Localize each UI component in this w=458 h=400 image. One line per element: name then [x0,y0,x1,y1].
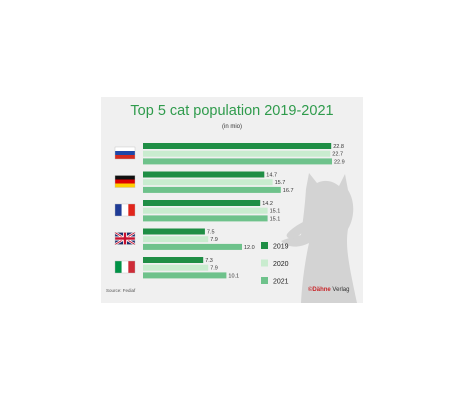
brand-name: Dähne [312,287,331,293]
cat-paw-icon [286,221,309,239]
bar-france-2019 [143,200,261,206]
chart-title: Top 5 cat population 2019-2021 [130,103,334,119]
data-label: 15.1 [270,216,281,222]
data-label: 22.9 [334,159,345,165]
bar-france-2020 [143,207,268,214]
france-flag-icon [114,203,136,217]
cat-silhouette-icon [281,173,357,303]
brand-suffix: Verlag [330,287,350,293]
uk-flag-icon [114,231,136,246]
legend-label-2019: 2019 [273,244,289,251]
data-label: 14.7 [266,173,277,179]
bar-france-2021 [143,215,268,222]
data-label: 16.7 [283,188,294,194]
bar-germany-2021 [143,186,281,193]
source-note: Source: Fediaf [106,288,136,293]
data-label: 22.8 [333,144,344,150]
data-label: 7.9 [210,266,218,272]
bar-united-kingdom-2019 [143,228,205,235]
bar-united-kingdom-2021 [143,243,242,250]
bar-germany-2019 [143,171,265,178]
bar-italy-2021 [143,272,227,279]
brand-logo: ©Dähne Verlag [308,287,349,293]
bar-russia-2021 [143,158,332,165]
data-label: 7.3 [205,258,213,264]
data-label: 14.2 [262,201,273,207]
brand-copyright: © [308,287,313,293]
data-label: 7.5 [207,230,215,236]
bar-italy-2019 [143,257,204,263]
data-label: 15.7 [275,180,286,186]
chart-plot: 22.822.722.914.715.716.714.215.115.17.57… [114,143,357,303]
legend-swatch-2021 [261,277,268,284]
data-label: 7.9 [210,237,218,243]
legend-swatch-2019 [261,242,268,249]
data-label: 10.1 [228,273,239,279]
legend-label-2021: 2021 [273,279,289,286]
data-label: 22.7 [332,152,343,158]
data-label: 12.0 [244,245,255,251]
bar-russia-2020 [143,150,331,157]
data-label: 15.1 [270,209,281,215]
russia-flag-icon [114,146,136,160]
legend-label-2020: 2020 [273,261,289,268]
chart-subtitle: (in mio) [221,124,242,130]
italy-flag-icon [114,260,136,274]
bar-united-kingdom-2020 [143,236,209,243]
infographic-card: 22.8 22.7 22.9 14.7 15.7 16.7 14.2 15.1 15.1 7.5 7… [101,97,363,303]
bar-italy-2020 [143,264,209,271]
legend-swatch-2020 [261,259,268,267]
germany-flag-icon [114,175,136,188]
bar-russia-2019 [143,143,332,149]
bar-germany-2020 [143,179,273,186]
